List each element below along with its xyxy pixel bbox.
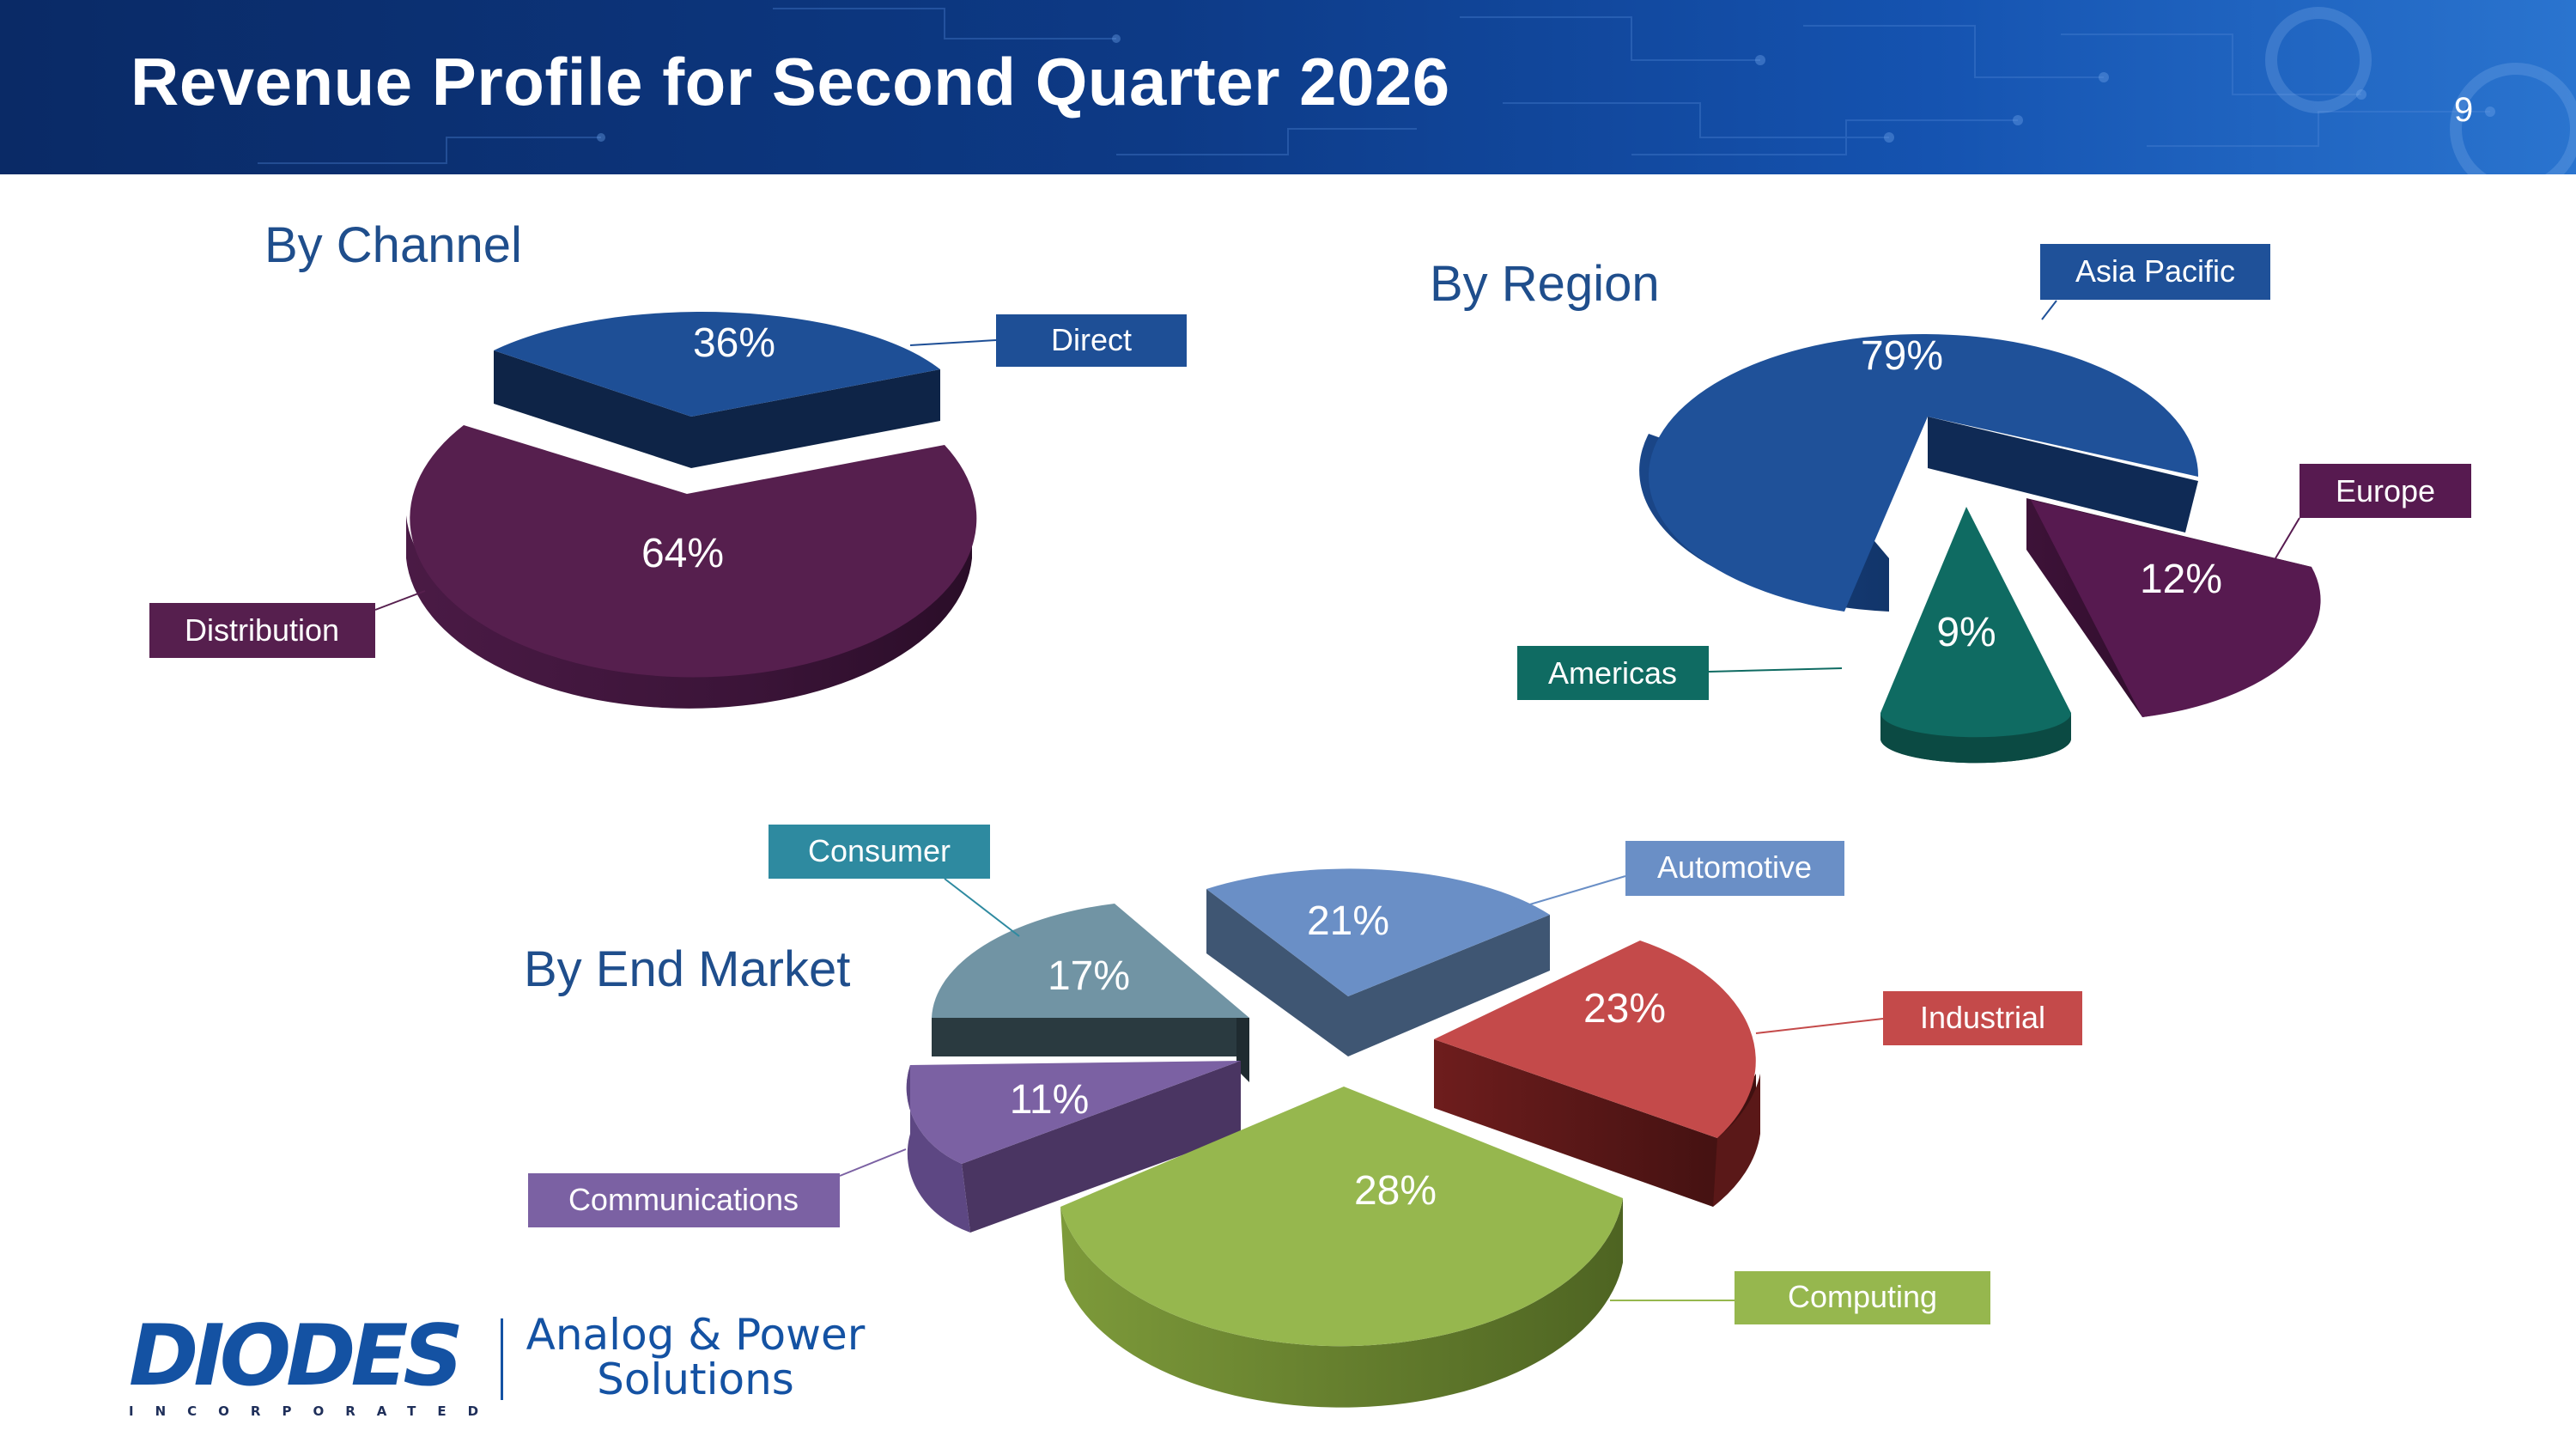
diodes-logo: DIODES INCORPORATED bbox=[129, 1314, 500, 1419]
slice-americas bbox=[1880, 507, 2071, 738]
slice-distribution bbox=[410, 425, 977, 678]
tagline-line1: Analog & Power bbox=[526, 1310, 866, 1360]
label-direct: Direct bbox=[1051, 322, 1132, 357]
tagline: Analog & Power Solutions bbox=[515, 1312, 876, 1402]
label-box-europe bbox=[2300, 464, 2471, 518]
leader-asia-pacific bbox=[2041, 300, 2057, 320]
slice-direct-value: 36% bbox=[693, 320, 775, 366]
slice-communications bbox=[906, 1061, 1241, 1164]
slice-americas-value: 9% bbox=[1936, 610, 1996, 655]
leader-industrial bbox=[1755, 1018, 1884, 1034]
leader-distribution bbox=[374, 590, 426, 611]
slice-computing-side bbox=[1060, 1198, 1623, 1408]
slice-asia-pacific-inner bbox=[1928, 417, 2198, 533]
leader-consumer bbox=[944, 878, 1020, 937]
label-box-automotive bbox=[1625, 841, 1844, 896]
chart-title-channel: By Channel bbox=[264, 217, 522, 273]
logo-subtext: INCORPORATED bbox=[129, 1403, 501, 1419]
region-pie: 79% 12% 9% Asia Pacific Europe Americas bbox=[1517, 244, 2471, 764]
slice-computing bbox=[1060, 1087, 1623, 1347]
chart-title-end-market: By End Market bbox=[524, 941, 851, 997]
label-communications: Communications bbox=[568, 1182, 799, 1217]
slice-distribution-side bbox=[406, 515, 972, 709]
slide-title: Revenue Profile for Second Quarter 2026 bbox=[131, 44, 1450, 119]
leader-americas bbox=[1708, 667, 1843, 673]
label-computing: Computing bbox=[1788, 1279, 1937, 1314]
slice-distribution-value: 64% bbox=[641, 531, 724, 576]
label-americas: Americas bbox=[1548, 655, 1677, 691]
slice-asia-pacific-value: 79% bbox=[1861, 333, 1943, 379]
slice-industrial-side bbox=[1434, 1039, 1756, 1207]
leader-direct bbox=[909, 339, 997, 346]
leader-europe bbox=[2275, 517, 2300, 559]
label-industrial: Industrial bbox=[1920, 1000, 2045, 1035]
slice-industrial bbox=[1434, 941, 1756, 1138]
label-box-americas bbox=[1517, 646, 1709, 700]
end-market-pie: 21% 23% 28% 11% 17% Automotive Industria… bbox=[528, 825, 2082, 1408]
slice-communications-front bbox=[906, 1065, 970, 1233]
label-box-communications bbox=[528, 1173, 840, 1227]
chart-title-region: By Region bbox=[1430, 256, 1660, 312]
circuit-pattern bbox=[258, 7, 2576, 174]
slice-communications-side bbox=[962, 1061, 1241, 1233]
label-box-consumer bbox=[769, 825, 990, 879]
leader-automotive bbox=[1509, 875, 1626, 911]
leader-communications bbox=[839, 1148, 907, 1177]
slice-direct bbox=[494, 312, 940, 417]
label-consumer: Consumer bbox=[808, 833, 951, 868]
label-distribution: Distribution bbox=[185, 612, 339, 648]
slice-europe-value: 12% bbox=[2140, 557, 2222, 602]
logo-wordmark: DIODES bbox=[129, 1307, 464, 1405]
slice-consumer-side bbox=[932, 1018, 1249, 1056]
slice-industrial-value: 23% bbox=[1583, 986, 1666, 1032]
page-number: 9 bbox=[2454, 91, 2474, 129]
channel-pie: 36% 64% Direct Distribution bbox=[149, 312, 1187, 709]
tagline-line2: Solutions bbox=[597, 1355, 794, 1404]
slice-consumer-value: 17% bbox=[1048, 953, 1130, 999]
slice-direct-side bbox=[494, 350, 940, 468]
label-box-industrial bbox=[1883, 991, 2082, 1045]
label-asia-pacific: Asia Pacific bbox=[2075, 253, 2235, 289]
slice-automotive-side bbox=[1206, 889, 1550, 1056]
label-box-direct bbox=[996, 314, 1187, 367]
slice-automotive-value: 21% bbox=[1307, 898, 1389, 944]
label-box-computing bbox=[1735, 1271, 1990, 1324]
slice-automotive bbox=[1206, 868, 1550, 996]
slice-computing-value: 28% bbox=[1354, 1168, 1437, 1214]
label-europe: Europe bbox=[2336, 473, 2435, 508]
slice-communications-value: 11% bbox=[1010, 1077, 1090, 1123]
slice-asia-pacific bbox=[1649, 333, 2199, 612]
label-box-distribution bbox=[149, 603, 375, 658]
label-box-asia-pacific bbox=[2040, 244, 2270, 300]
slice-europe bbox=[2031, 500, 2321, 717]
header-banner: Revenue Profile for Second Quarter 2026 … bbox=[0, 0, 2576, 174]
slice-industrial-front bbox=[1713, 1074, 1760, 1207]
label-automotive: Automotive bbox=[1657, 849, 1812, 885]
logo-divider bbox=[501, 1318, 503, 1400]
slice-consumer bbox=[932, 904, 1249, 1018]
